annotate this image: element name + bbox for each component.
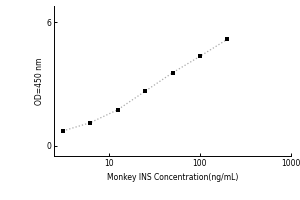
Point <box>225 38 230 41</box>
Point <box>115 108 120 111</box>
Point <box>60 129 65 133</box>
Point <box>143 90 148 93</box>
Point <box>170 71 175 74</box>
Y-axis label: OD=450 nm: OD=450 nm <box>34 57 43 105</box>
Point <box>197 55 202 58</box>
X-axis label: Monkey INS Concentration(ng/mL): Monkey INS Concentration(ng/mL) <box>107 173 238 182</box>
Point <box>88 121 93 124</box>
